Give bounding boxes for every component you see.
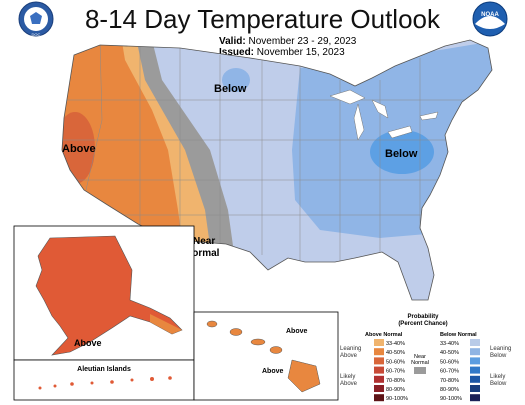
legend-title-2: (Percent Chance) (398, 321, 447, 327)
label-hawaii-1: Above (286, 328, 308, 335)
legend-above-swatch (374, 366, 384, 374)
legend-above-swatch (374, 385, 384, 392)
alaska-panhandle (150, 314, 182, 334)
label-north: Below (214, 83, 247, 95)
legend-leaning-above-2: Above (340, 353, 358, 359)
noaa-logo-text: NOAA (481, 12, 499, 18)
below-50-region (370, 130, 434, 174)
legend-below-swatch (470, 366, 480, 374)
legend-likely-below-2: Below (490, 381, 507, 387)
legend-likely-below-1: Likely (490, 374, 505, 380)
aleutian-inset (13, 359, 195, 401)
issued-value: November 15, 2023 (256, 47, 345, 58)
legend-above-bin-label: 50-60% (386, 359, 405, 365)
legend-likely-above-1: Likely (340, 374, 355, 380)
legend-near-header-2: Normal (411, 360, 429, 366)
legend-below-scale: 33-40% 40-50% 50-60% 60-70% 70-80% 80-90% 90-1… (440, 339, 480, 402)
legend-likely-above-2: Above (340, 381, 358, 387)
label-aleutian: Aleutian Islands (77, 366, 131, 373)
legend-below-bin-label: 80-90% (440, 387, 459, 393)
legend-above-bin-label: 80-90% (386, 387, 405, 393)
legend-below-swatch (470, 385, 480, 392)
aleutian-islands (38, 376, 172, 390)
page-title: 8-14 Day Temperature Outlook (84, 4, 441, 34)
issued-label: Issued: (219, 47, 255, 58)
legend-below-header: Below Normal (440, 332, 477, 338)
legend-above-swatch (374, 348, 384, 356)
legend-below-bin-label: 60-70% (440, 369, 459, 375)
legend-below-bin-label: 50-60% (440, 359, 459, 365)
label-near-2: Normal (185, 248, 220, 259)
legend-below-swatch (470, 357, 480, 365)
label-west: Above (62, 143, 96, 155)
legend-near-header-1: Near (414, 354, 426, 360)
valid-dates: Valid: November 23 - 29, 2023 (219, 36, 356, 48)
legend-below-bin-label: 40-50% (440, 350, 459, 356)
legend-above-bin-label: 70-80% (386, 378, 405, 384)
legend-title-1: Probability (407, 314, 439, 320)
legend-above-bin-label: 40-50% (386, 350, 405, 356)
label-east: Below (385, 148, 418, 160)
legend-above-header: Above Normal (365, 332, 403, 338)
legend-above-bin-label: 60-70% (386, 369, 405, 375)
legend-above-bin-label: 33-40% (386, 341, 405, 347)
doc-logo-text: DOC (32, 32, 41, 37)
legend-above-swatch (374, 357, 384, 365)
hawaii-islands (206, 320, 321, 393)
noaa-logo: NOAA (472, 1, 508, 37)
label-hawaii-2: Above (262, 368, 284, 375)
legend-below-bin-label: 33-40% (440, 341, 459, 347)
legend-leaning-above-1: Leaning (340, 346, 361, 352)
valid-value: November 23 - 29, 2023 (248, 36, 357, 47)
issued-date: Issued: November 15, 2023 (219, 47, 345, 59)
legend-below-swatch (470, 339, 480, 346)
label-near-1: Near (193, 236, 215, 247)
legend-below-bin-label: 90-100% (440, 396, 462, 402)
legend-below-swatch (470, 348, 480, 356)
legend-above-swatch (374, 339, 384, 346)
legend-leaning-below-2: Below (490, 353, 507, 359)
label-alaska: Above (74, 338, 102, 348)
legend-below-swatch (470, 394, 480, 402)
below-40-north-region (222, 68, 250, 92)
valid-label: Valid: (219, 36, 246, 47)
legend-leaning-below-1: Leaning (490, 346, 511, 352)
legend: Probability (Percent Chance) Above Norma… (340, 314, 511, 402)
great-lakes (329, 89, 439, 141)
legend-near-swatch (414, 367, 426, 374)
legend-above-bin-label: 90-100% (386, 396, 408, 402)
legend-above-swatch (374, 394, 384, 402)
alaska-shape (35, 235, 183, 356)
legend-above-swatch (374, 375, 384, 383)
above-40-region (62, 40, 185, 260)
state-lines (62, 40, 470, 262)
legend-below-swatch (470, 375, 480, 383)
legend-above-scale: 33-40% 40-50% 50-60% 60-70% 70-80% 80-90% 90-1… (374, 339, 408, 402)
legend-below-bin-label: 70-80% (440, 378, 459, 384)
doc-logo: DOC (18, 1, 54, 37)
